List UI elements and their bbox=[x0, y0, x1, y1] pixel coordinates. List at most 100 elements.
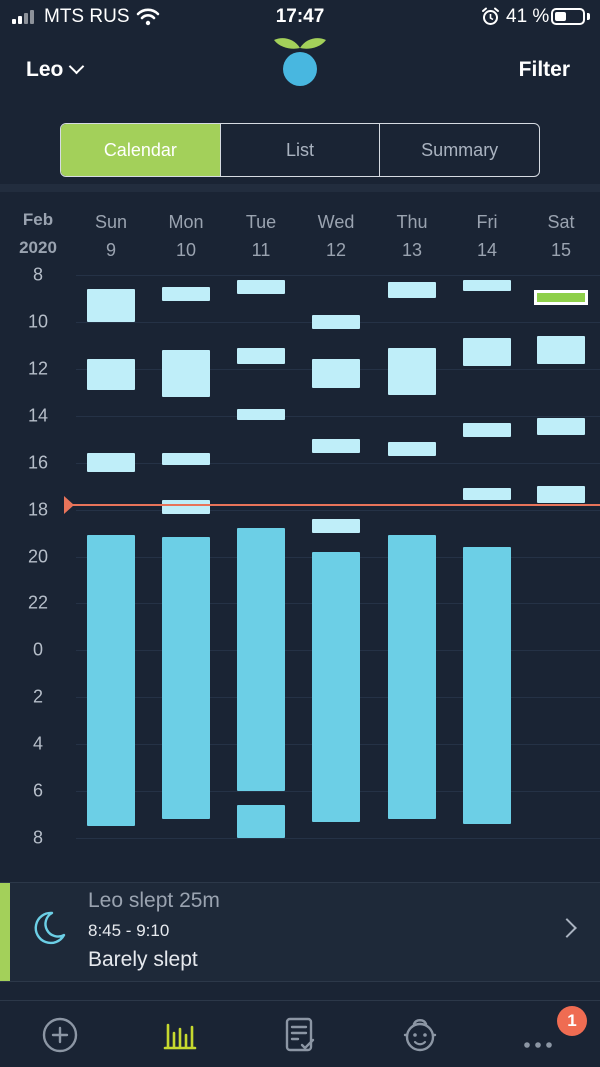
nap-bar[interactable] bbox=[162, 286, 210, 301]
nap-bar[interactable] bbox=[87, 453, 135, 473]
day-date: 10 bbox=[175, 240, 197, 260]
day-name: Mon bbox=[168, 212, 204, 232]
nap-bar[interactable] bbox=[162, 350, 210, 397]
nap-bar[interactable] bbox=[537, 418, 585, 435]
chart-gridline bbox=[76, 275, 600, 276]
day-date: 14 bbox=[476, 240, 498, 260]
current-time-marker-icon bbox=[64, 496, 74, 515]
day-column-header[interactable]: Tue 11 bbox=[231, 208, 291, 264]
add-entry-icon[interactable] bbox=[40, 1015, 80, 1055]
chart-gridline bbox=[76, 463, 600, 464]
chevron-right-icon bbox=[557, 918, 577, 938]
y-axis-tick-label: 2 bbox=[32, 686, 43, 707]
y-axis-tick-label: 16 bbox=[27, 452, 49, 473]
nap-bar[interactable] bbox=[463, 488, 511, 501]
y-axis-tick-label: 8 bbox=[32, 827, 43, 848]
day-name: Wed bbox=[317, 212, 355, 232]
baby-face-icon[interactable] bbox=[400, 1015, 440, 1055]
more-dots-icon[interactable] bbox=[520, 1015, 560, 1055]
day-name: Fri bbox=[476, 212, 498, 232]
y-axis-tick-label: 18 bbox=[27, 499, 49, 520]
nap-bar[interactable] bbox=[388, 347, 436, 395]
alarm-icon bbox=[482, 7, 499, 25]
nap-bar[interactable] bbox=[162, 453, 210, 465]
filter-button[interactable]: Filter bbox=[518, 58, 570, 81]
section-divider bbox=[0, 184, 600, 192]
journal-icon[interactable] bbox=[280, 1015, 320, 1055]
y-axis-tick-label: 14 bbox=[27, 405, 49, 426]
day-date: 13 bbox=[401, 240, 423, 260]
y-axis-tick-label: 20 bbox=[27, 546, 49, 567]
y-axis-tick-label: 4 bbox=[32, 733, 43, 754]
nap-bar[interactable] bbox=[237, 408, 285, 421]
nap-bar[interactable] bbox=[237, 279, 285, 294]
chart-bars-icon[interactable] bbox=[160, 1015, 200, 1055]
child-selector[interactable]: Leo bbox=[26, 58, 85, 82]
month-label: Feb bbox=[22, 210, 54, 229]
battery-percent: 41 % bbox=[506, 6, 550, 27]
child-name: Leo bbox=[26, 58, 64, 81]
y-axis-tick-label: 8 bbox=[32, 264, 43, 285]
nap-bar[interactable] bbox=[388, 282, 436, 299]
day-name: Thu bbox=[396, 212, 428, 232]
y-axis-tick-label: 6 bbox=[32, 780, 43, 801]
day-column-header[interactable]: Thu 13 bbox=[382, 208, 442, 264]
sleep-entry-time: 8:45 - 9:10 bbox=[88, 921, 170, 940]
y-axis-tick-label: 22 bbox=[27, 592, 49, 613]
day-name: Tue bbox=[245, 212, 277, 232]
nap-bar[interactable] bbox=[463, 279, 511, 292]
bottom-tab-bar bbox=[0, 1000, 600, 1067]
nap-bar[interactable] bbox=[312, 314, 360, 329]
night-sleep-bar[interactable] bbox=[463, 547, 511, 824]
notification-badge: 1 bbox=[557, 1006, 587, 1036]
tab-summary[interactable]: Summary bbox=[379, 124, 539, 176]
card-accent-bar bbox=[0, 883, 10, 981]
day-column-header[interactable]: Fri 14 bbox=[457, 208, 517, 264]
day-date: 11 bbox=[251, 240, 271, 260]
chevron-down-icon bbox=[69, 58, 85, 75]
night-sleep-bar[interactable] bbox=[87, 535, 135, 827]
tab-calendar[interactable]: Calendar bbox=[61, 124, 220, 176]
night-sleep-bar[interactable] bbox=[388, 535, 436, 820]
selected-sleep-card[interactable]: Leo slept 25m 8:45 - 9:10 Barely slept bbox=[0, 882, 600, 982]
nap-bar[interactable] bbox=[537, 486, 585, 503]
y-axis-tick-label: 0 bbox=[32, 639, 43, 660]
wifi-icon bbox=[136, 8, 160, 26]
clock: 17:47 bbox=[275, 6, 325, 27]
app-logo-icon bbox=[274, 38, 326, 86]
nap-bar[interactable] bbox=[87, 359, 135, 390]
day-column-header[interactable]: Mon 10 bbox=[156, 208, 216, 264]
nap-bar[interactable] bbox=[312, 439, 360, 454]
tab-list[interactable]: List bbox=[219, 124, 380, 176]
month-year-label: Feb 2020 bbox=[0, 206, 76, 262]
night-sleep-bar[interactable] bbox=[162, 536, 210, 820]
nap-bar[interactable] bbox=[388, 441, 436, 456]
day-column-header[interactable]: Sun 9 bbox=[81, 208, 141, 264]
nap-bar[interactable] bbox=[463, 422, 511, 437]
day-date: 9 bbox=[105, 240, 116, 260]
day-date: 15 bbox=[550, 240, 572, 260]
day-name: Sun bbox=[94, 212, 128, 232]
night-sleep-bar[interactable] bbox=[237, 528, 285, 792]
day-date: 12 bbox=[325, 240, 347, 260]
nap-bar[interactable] bbox=[312, 359, 360, 388]
view-tabs: Calendar List Summary bbox=[60, 123, 540, 177]
night-sleep-bar[interactable] bbox=[237, 805, 285, 839]
battery-icon bbox=[551, 8, 585, 25]
nap-bar[interactable] bbox=[537, 335, 585, 365]
sleep-entry-quality: Barely slept bbox=[88, 948, 198, 971]
nap-bar[interactable] bbox=[463, 338, 511, 367]
day-column-header[interactable]: Sat 15 bbox=[531, 208, 591, 264]
chart-gridline bbox=[76, 510, 600, 511]
nap-bar[interactable] bbox=[237, 347, 285, 365]
cellular-signal-icon bbox=[12, 10, 38, 24]
selected-nap-bar[interactable] bbox=[537, 292, 585, 303]
current-time-line bbox=[70, 504, 600, 507]
day-column-header[interactable]: Wed 12 bbox=[306, 208, 366, 264]
nap-bar[interactable] bbox=[87, 289, 135, 322]
nap-bar[interactable] bbox=[162, 500, 210, 515]
status-bar: MTS RUS 17:47 41 % bbox=[0, 0, 600, 34]
nap-bar[interactable] bbox=[312, 518, 360, 534]
night-sleep-bar[interactable] bbox=[312, 551, 360, 822]
chart-gridline bbox=[76, 838, 600, 839]
